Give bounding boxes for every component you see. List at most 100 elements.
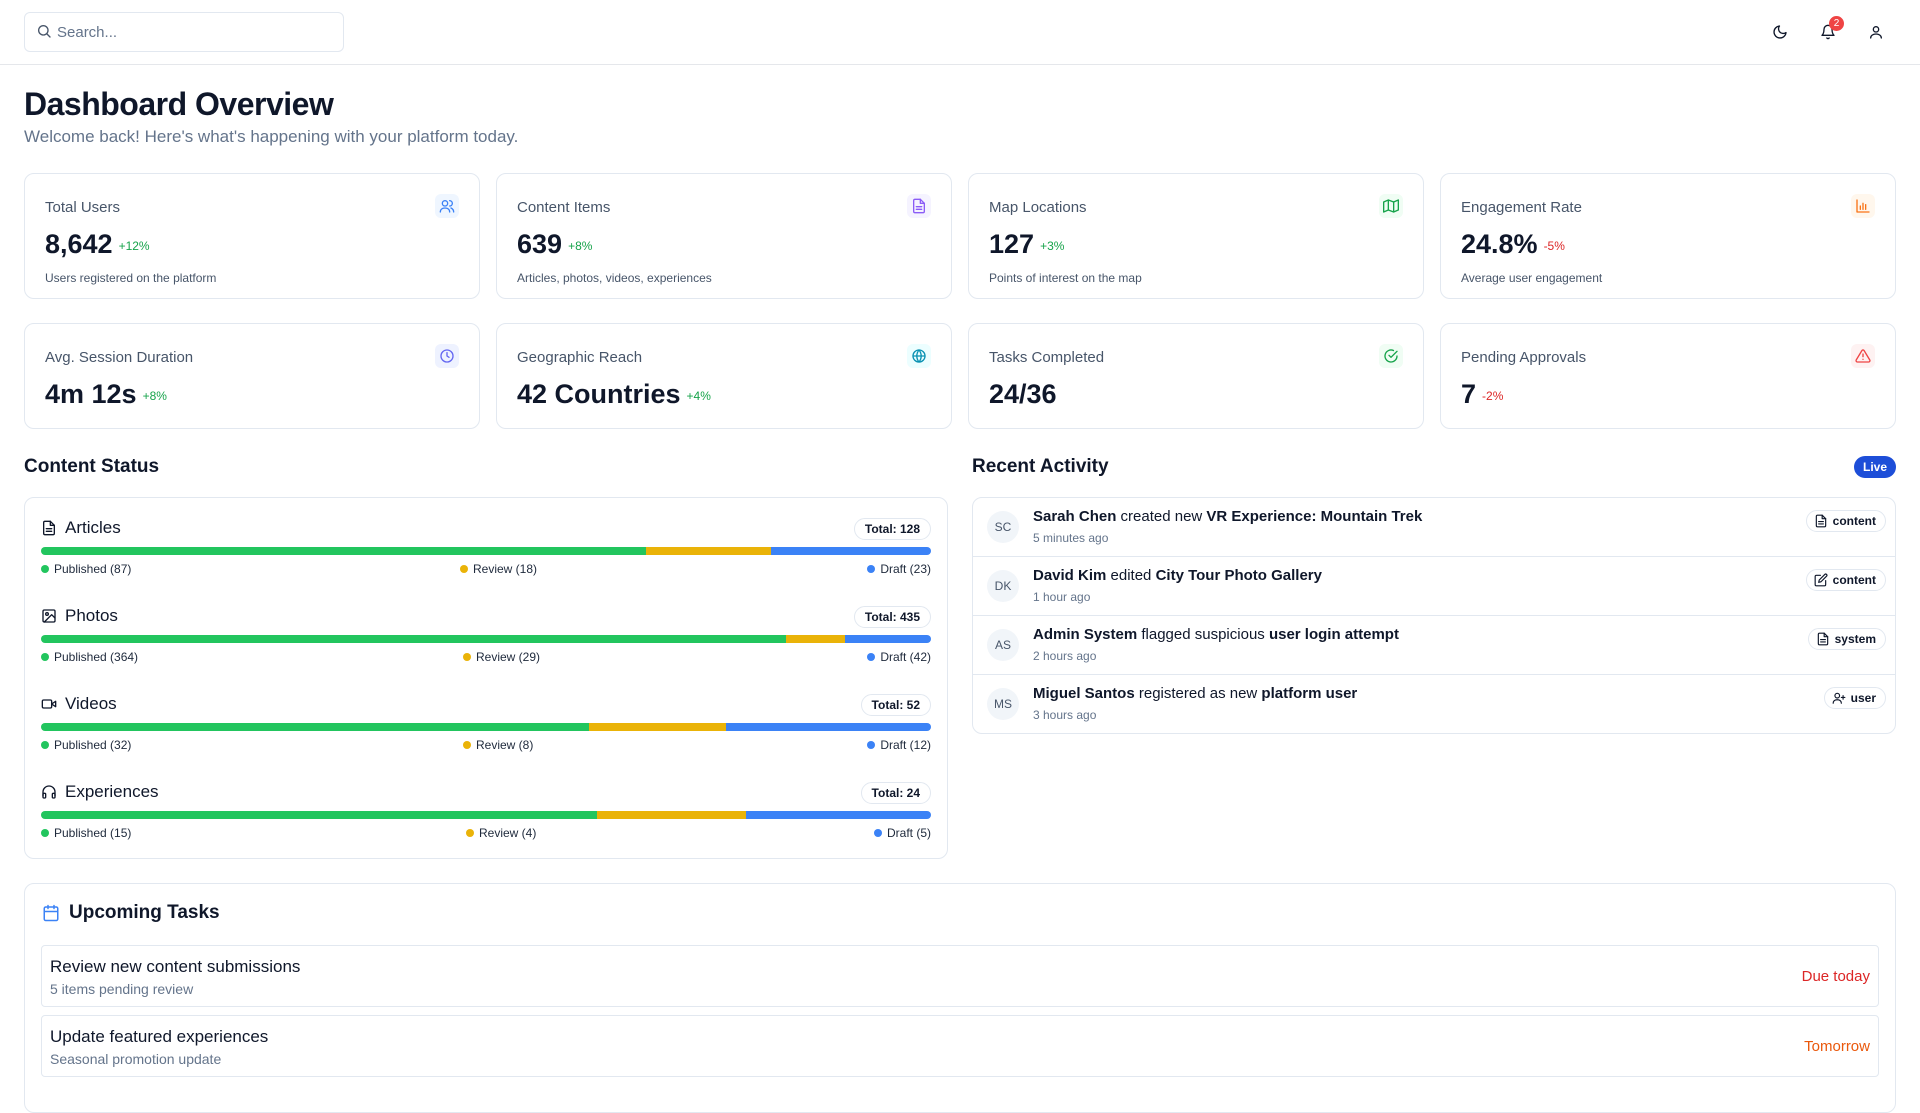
activity-text: Admin System flagged suspicious user log… — [1033, 626, 1399, 643]
search-icon — [38, 25, 51, 38]
activity-tag: content — [1805, 510, 1886, 532]
stat-value: 127 +3% — [989, 229, 1065, 259]
stat-description: Average user engagement — [1461, 271, 1603, 285]
legend-draft: Draft (12) — [867, 738, 931, 752]
stat-value: 8,642 +12% — [45, 229, 150, 259]
draft-segment — [771, 547, 931, 555]
stat-value: 7 -2% — [1461, 379, 1504, 409]
video-icon — [41, 699, 57, 709]
content-total-badge: Total: 435 — [853, 606, 931, 628]
draft-segment — [745, 811, 931, 819]
stat-value: 42 Countries +4% — [517, 379, 711, 409]
activity-item[interactable]: AS Admin System flagged suspicious user … — [973, 616, 1895, 675]
content-status-bar — [41, 547, 931, 555]
upcoming-tasks-title: Upcoming Tasks — [69, 902, 220, 923]
map-icon — [1379, 194, 1403, 218]
headset-icon — [42, 785, 56, 799]
stat-label: Engagement Rate — [1461, 199, 1582, 216]
stat-value: 4m 12s +8% — [45, 379, 167, 409]
stat-card-geographic-reach: Geographic Reach 42 Countries +4% — [496, 323, 952, 429]
stat-card-pending-approvals: Pending Approvals 7 -2% — [1440, 323, 1896, 429]
stat-card-map-locations: Map Locations 127 +3% Points of interest … — [968, 173, 1424, 299]
draft-segment — [725, 723, 931, 731]
legend-review: Review (4) — [466, 826, 536, 840]
published-segment — [41, 635, 786, 643]
content-status-row-photos: Photos Total: 435 Published (364) Review… — [41, 605, 931, 685]
content-type-name: Articles — [41, 517, 121, 539]
activity-text: Miguel Santos registered as new platform… — [1033, 685, 1358, 702]
task-subtitle: Seasonal promotion update — [50, 1051, 222, 1067]
activity-text: David Kim edited City Tour Photo Gallery — [1033, 567, 1322, 584]
activity-item[interactable]: DK David Kim edited City Tour Photo Gall… — [973, 557, 1895, 616]
legend-draft: Draft (42) — [867, 650, 931, 664]
task-due: Due today — [1801, 968, 1870, 985]
clock-icon — [435, 344, 459, 368]
file-text-icon — [1815, 514, 1826, 528]
stat-label: Avg. Session Duration — [45, 349, 194, 366]
search-input[interactable] — [57, 13, 337, 51]
avatar: SC — [987, 511, 1019, 543]
content-type-name: Videos — [41, 693, 117, 715]
page-subtitle: Welcome back! Here's what's happening wi… — [24, 127, 519, 146]
globe-icon — [907, 344, 931, 368]
legend-published: Published (87) — [41, 562, 131, 576]
content-status-bar — [41, 635, 931, 643]
stat-label: Map Locations — [989, 199, 1087, 216]
legend-review: Review (29) — [463, 650, 540, 664]
content-status-bar — [41, 723, 931, 731]
draft-segment — [845, 635, 931, 643]
activity-text: Sarah Chen created new VR Experience: Mo… — [1033, 508, 1423, 525]
bar-chart-icon — [1851, 194, 1875, 218]
profile-button[interactable] — [1864, 20, 1888, 44]
content-status-title: Content Status — [24, 456, 160, 477]
moon-icon — [1773, 25, 1787, 39]
notifications-button[interactable] — [1816, 20, 1840, 44]
activity-tag: user — [1823, 687, 1886, 709]
recent-activity-title: Recent Activity — [972, 456, 1109, 477]
check-circle-icon — [1379, 344, 1403, 368]
activity-item[interactable]: SC Sarah Chen created new VR Experience:… — [973, 498, 1895, 557]
published-segment — [41, 811, 598, 819]
legend-review: Review (8) — [463, 738, 533, 752]
live-badge: Live — [1854, 456, 1896, 478]
avatar: MS — [987, 688, 1019, 720]
content-total-badge: Total: 52 — [860, 694, 931, 716]
review-segment — [597, 811, 746, 819]
users-icon — [435, 194, 459, 218]
stat-change: +12% — [118, 238, 150, 253]
page-title: Dashboard Overview — [24, 86, 334, 122]
task-title: Review new content submissions — [50, 957, 301, 976]
stat-label: Content Items — [517, 199, 611, 216]
stat-card-avg-session-duration: Avg. Session Duration 4m 12s +8% — [24, 323, 480, 429]
stat-change: -2% — [1482, 388, 1504, 403]
stat-change: +8% — [142, 388, 167, 403]
activity-time: 3 hours ago — [1033, 708, 1097, 722]
stat-description: Articles, photos, videos, experiences — [517, 271, 712, 285]
notification-count-badge: 2 — [1829, 16, 1844, 31]
stat-label: Tasks Completed — [989, 349, 1105, 366]
content-status-row-articles: Articles Total: 128 Published (87) Revie… — [41, 517, 931, 597]
search-box[interactable] — [24, 12, 344, 52]
avatar: AS — [987, 629, 1019, 661]
legend-review: Review (18) — [460, 562, 537, 576]
activity-time: 1 hour ago — [1033, 590, 1091, 604]
task-due: Tomorrow — [1804, 1038, 1870, 1055]
stat-value: 24/36 — [989, 379, 1057, 409]
theme-toggle-button[interactable] — [1768, 20, 1792, 44]
bell-icon — [1821, 24, 1835, 40]
file-text-icon — [43, 520, 55, 536]
activity-time: 5 minutes ago — [1033, 531, 1109, 545]
task-item[interactable]: Review new content submissions 5 items p… — [41, 945, 1879, 1007]
stat-card-tasks-completed: Tasks Completed 24/36 — [968, 323, 1424, 429]
avatar: DK — [987, 570, 1019, 602]
task-item[interactable]: Update featured experiences Seasonal pro… — [41, 1015, 1879, 1077]
legend-draft: Draft (5) — [873, 826, 931, 840]
content-status-bar — [41, 811, 931, 819]
review-segment — [588, 723, 726, 731]
file-text-icon — [1817, 632, 1828, 646]
activity-item[interactable]: MS Miguel Santos registered as new platf… — [973, 675, 1895, 733]
stat-label: Geographic Reach — [517, 349, 643, 366]
content-total-badge: Total: 24 — [860, 782, 931, 804]
task-subtitle: 5 items pending review — [50, 981, 194, 997]
activity-tag: content — [1805, 569, 1886, 591]
